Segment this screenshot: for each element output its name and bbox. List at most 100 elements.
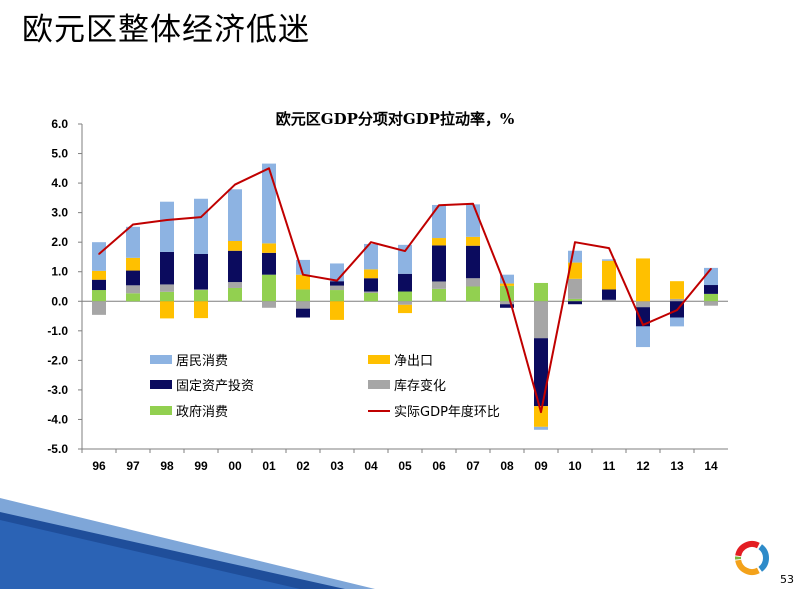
bar-segment bbox=[330, 263, 344, 282]
bar-segment bbox=[500, 301, 514, 305]
legend-swatch bbox=[368, 380, 390, 389]
bar-segment bbox=[262, 274, 276, 302]
x-tick-label: 98 bbox=[160, 459, 174, 473]
gdp-point bbox=[336, 279, 338, 282]
y-tick-label: -4.0 bbox=[47, 412, 68, 426]
bar-segment bbox=[534, 426, 548, 430]
bar-segment bbox=[670, 281, 684, 299]
slide-decoration bbox=[0, 498, 375, 589]
bar-segment bbox=[126, 270, 140, 286]
bar-segment bbox=[364, 291, 378, 293]
legend-label: 政府消费 bbox=[176, 405, 229, 420]
corner-swoosh-mid bbox=[0, 520, 300, 589]
bar-segment bbox=[296, 301, 310, 309]
bar-segment bbox=[364, 293, 378, 302]
chart-line bbox=[98, 167, 712, 414]
x-tick-label: 99 bbox=[194, 459, 208, 473]
bar-segment bbox=[296, 308, 310, 318]
gdp-point bbox=[98, 253, 100, 255]
bar-segment bbox=[262, 163, 276, 244]
gdp-point bbox=[676, 309, 678, 311]
gdp-point bbox=[608, 247, 610, 249]
legend-label: 净出口 bbox=[394, 354, 434, 369]
bar-segment bbox=[466, 278, 480, 287]
y-tick-label: 4.0 bbox=[51, 176, 68, 190]
bar-segment bbox=[296, 289, 310, 302]
bar-segment bbox=[92, 279, 106, 291]
gdp-point bbox=[166, 219, 168, 221]
x-tick-label: 10 bbox=[568, 459, 582, 473]
y-tick-label: 2.0 bbox=[51, 235, 68, 249]
bar-segment bbox=[636, 307, 650, 327]
bar-segment bbox=[330, 285, 344, 291]
bar-segment bbox=[432, 245, 446, 282]
bar-segment bbox=[466, 204, 480, 237]
gdp-point bbox=[472, 202, 474, 205]
bar-segment bbox=[194, 289, 208, 291]
bar-segment bbox=[602, 299, 616, 302]
legend-item-real-gdp: 实际GDP年度环比 bbox=[368, 401, 500, 420]
bar-segment bbox=[636, 258, 650, 302]
legend-label: 实际GDP年度环比 bbox=[394, 405, 500, 420]
bar-segment bbox=[704, 267, 718, 286]
bar-segment bbox=[398, 304, 412, 314]
bar-segment bbox=[670, 298, 684, 302]
gdp-point bbox=[132, 223, 134, 226]
legend-swatch bbox=[150, 406, 172, 415]
bar-segment bbox=[92, 290, 106, 302]
chart-tick-labels: 6.0 5.0 4.0 3.0 2.0 1.0 0.0 -1.0 -2.0 -3.0 -4.0 -5.… bbox=[47, 117, 718, 473]
x-tick-label: 02 bbox=[296, 459, 310, 473]
bar-segment bbox=[670, 317, 684, 327]
x-tick-label: 07 bbox=[466, 459, 480, 473]
x-tick-label: 04 bbox=[364, 459, 378, 473]
gdp-point bbox=[370, 241, 372, 243]
y-tick-label: -5.0 bbox=[47, 442, 68, 456]
gdp-point bbox=[710, 267, 712, 270]
bar-segment bbox=[194, 254, 208, 290]
bar-segment bbox=[568, 298, 582, 302]
legend-label: 固定资产投资 bbox=[176, 379, 255, 394]
bar-segment bbox=[194, 198, 208, 254]
bar-segment bbox=[602, 289, 616, 300]
bar-segment bbox=[398, 291, 412, 302]
bar-segment bbox=[330, 281, 344, 286]
gdp-point bbox=[506, 288, 508, 291]
bar-segment bbox=[228, 189, 242, 241]
bar-segment bbox=[330, 301, 344, 320]
gdp-point bbox=[234, 183, 236, 186]
bar-segment bbox=[364, 243, 378, 270]
bar-segment bbox=[602, 259, 616, 261]
bar-segment bbox=[160, 284, 174, 292]
bar-segment bbox=[534, 282, 548, 302]
bar-segment bbox=[126, 257, 140, 271]
bar-segment bbox=[432, 238, 446, 246]
gdp-point bbox=[200, 216, 202, 218]
bar-segment bbox=[228, 282, 242, 288]
bar-segment bbox=[568, 301, 582, 305]
bar-segment bbox=[194, 290, 208, 302]
y-tick-label: -2.0 bbox=[47, 353, 68, 367]
legend-item-household: 居民消费 bbox=[150, 350, 228, 369]
x-tick-label: 09 bbox=[534, 459, 548, 473]
bar-segment bbox=[704, 285, 718, 294]
bar-segment bbox=[636, 326, 650, 348]
legend-swatch bbox=[150, 380, 172, 389]
y-tick-label: 0.0 bbox=[51, 294, 68, 308]
gdp-point bbox=[574, 241, 576, 243]
bar-segment bbox=[160, 301, 174, 319]
gdp-point bbox=[438, 204, 440, 207]
x-tick-label: 12 bbox=[636, 459, 650, 473]
bar-segment bbox=[534, 338, 548, 407]
bar-segment bbox=[92, 301, 106, 315]
x-tick-label: 00 bbox=[228, 459, 242, 473]
bar-segment bbox=[296, 274, 310, 290]
bar-segment bbox=[398, 244, 412, 274]
x-tick-label: 97 bbox=[126, 459, 140, 473]
bar-segment bbox=[160, 201, 174, 252]
x-tick-label: 06 bbox=[432, 459, 446, 473]
logo-arc bbox=[758, 544, 769, 572]
y-tick-label: 5.0 bbox=[51, 147, 68, 161]
bar-segment bbox=[466, 286, 480, 302]
bar-segment bbox=[194, 301, 208, 319]
chart-title: 欧元区GDP分项对GDP拉动率，% bbox=[275, 110, 515, 128]
